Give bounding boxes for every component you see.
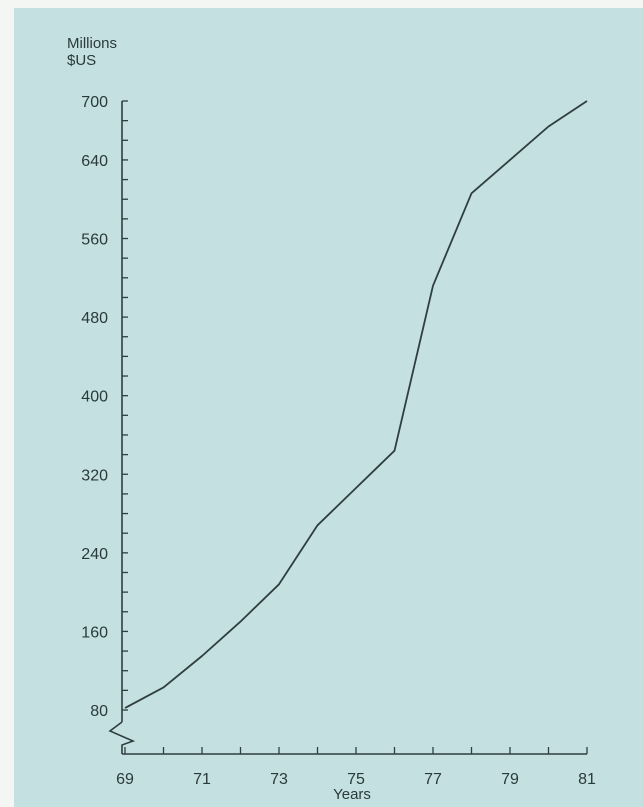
y-tick-label: 160 (81, 624, 108, 641)
y-tick-label: 700 (81, 94, 108, 111)
x-tick-label: 71 (193, 771, 211, 788)
y-axis-label-line-2: $US (67, 52, 96, 69)
line-chart: Millions $US 80 160 240 320 400 480 560 640 700 6… (67, 35, 596, 803)
y-axis-break (108, 721, 136, 754)
y-tick-label: 80 (90, 703, 108, 720)
x-tick-label: 69 (116, 771, 134, 788)
y-tick-label: 240 (81, 546, 108, 563)
x-tick-label: 81 (578, 771, 596, 788)
y-tick-label: 320 (81, 467, 108, 484)
series-line (124, 100, 588, 709)
y-tick-label: 400 (81, 389, 108, 406)
x-tick-label: 73 (270, 771, 288, 788)
y-tick-label: 560 (81, 232, 108, 249)
y-tick-label: 640 (81, 153, 108, 170)
axes: 80 160 240 320 400 480 560 640 700 69 71 73 75 77 79 81 (81, 94, 596, 788)
x-tick-label: 75 (347, 771, 365, 788)
y-axis-label-line-1: Millions (67, 35, 117, 52)
x-axis-label: Years (333, 786, 371, 803)
chart-panel: Millions $US 80 160 240 320 400 480 560 640 700 6… (14, 8, 643, 807)
y-tick-label: 480 (81, 310, 108, 327)
series-layer (124, 100, 588, 709)
x-tick-label: 77 (424, 771, 442, 788)
x-tick-label: 79 (501, 771, 519, 788)
